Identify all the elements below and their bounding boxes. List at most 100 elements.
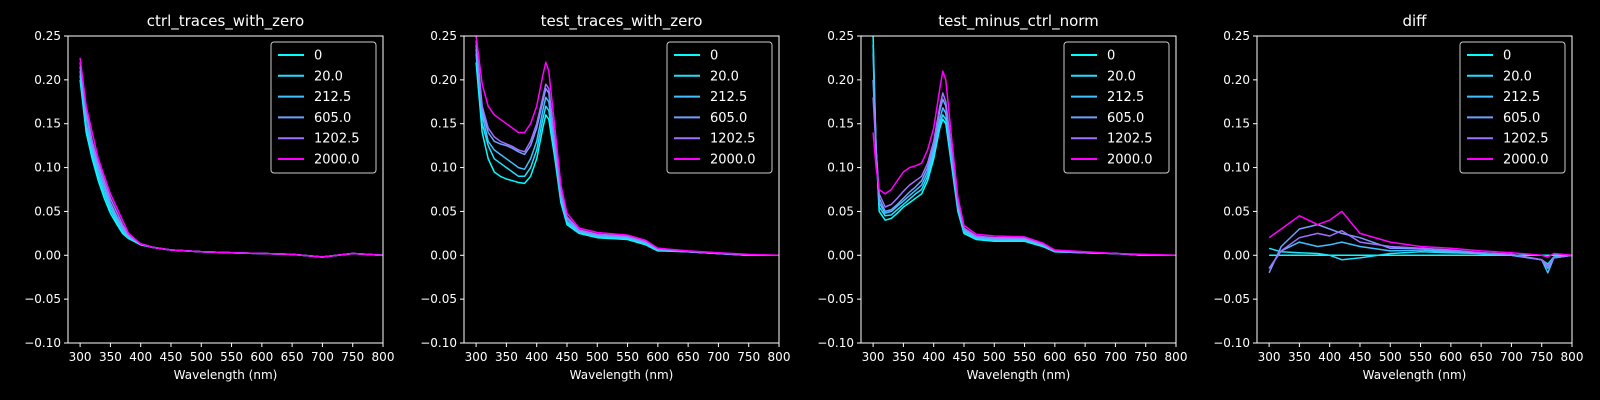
axes-frame: [1256, 35, 1573, 344]
legend: 0 20.0 212.5 605.0 1202.5 2000.0: [666, 41, 773, 174]
x-tick-label: 750: [1530, 350, 1553, 364]
chart-panel-1: test_traces_with_zero 300 350 400 450 500 550 6…: [420, 12, 790, 382]
legend-label-5: 2000.0: [314, 153, 360, 168]
x-tick-label: 700: [1104, 350, 1127, 364]
y-tick-label: 0.00: [1223, 248, 1250, 262]
series-line-5: [872, 70, 1176, 257]
y-tick-label: −0.05: [1213, 292, 1250, 306]
chart-title: diff: [1402, 12, 1427, 30]
chart-title: test_traces_with_zero: [541, 12, 703, 31]
chart-panel-0: ctrl_traces_with_zero 300 350 400 450 500 550 6…: [24, 12, 394, 382]
chart-title: test_minus_ctrl_norm: [938, 12, 1099, 31]
y-tick-label: 0.05: [1223, 204, 1250, 218]
x-tick-label: 650: [1470, 350, 1493, 364]
x-axis-label: Wavelength (nm): [174, 368, 278, 382]
x-tick-label: 450: [1349, 350, 1372, 364]
x-tick-label: 500: [983, 350, 1006, 364]
x-tick-label: 550: [1409, 350, 1432, 364]
y-tick-label: 0.00: [34, 248, 61, 262]
x-tick-label: 450: [160, 350, 183, 364]
legend-label-0: 0: [1107, 49, 1115, 64]
x-tick-label: 550: [1013, 350, 1036, 364]
y-tick-label: −0.05: [24, 292, 61, 306]
x-tick-label: 800: [1165, 350, 1188, 364]
legend-label-4: 1202.5: [314, 132, 360, 147]
legend-label-4: 1202.5: [1107, 132, 1153, 147]
x-tick-label: 350: [495, 350, 518, 364]
series-line-5: [1268, 210, 1572, 258]
x-tick-label: 650: [1074, 350, 1097, 364]
x-tick-label: 600: [250, 350, 273, 364]
y-tick-label: 0.15: [1223, 117, 1250, 131]
y-tick-label: 0.25: [430, 29, 457, 43]
chart-title: ctrl_traces_with_zero: [147, 12, 304, 31]
y-tick-label: 0.25: [34, 29, 61, 43]
x-tick-label: 500: [190, 350, 213, 364]
y-tick-label: −0.10: [420, 336, 457, 350]
x-tick-label: 350: [99, 350, 122, 364]
x-tick-label: 550: [220, 350, 243, 364]
x-axis-label: Wavelength (nm): [570, 368, 674, 382]
series-lines: [79, 57, 383, 258]
x-tick-label: 750: [341, 350, 364, 364]
chart-panel-2: test_minus_ctrl_norm 300 350 400 450 500 550 60…: [817, 12, 1187, 382]
legend-label-3: 605.0: [314, 111, 351, 126]
y-tick-label: 0.20: [430, 73, 457, 87]
x-axis-label: Wavelength (nm): [967, 368, 1071, 382]
y-tick-label: 0.00: [430, 248, 457, 262]
x-tick-label: 500: [1379, 350, 1402, 364]
y-tick-label: −0.05: [420, 292, 457, 306]
x-tick-label: 750: [1134, 350, 1157, 364]
legend-box: [1063, 41, 1170, 174]
series-line-0: [475, 62, 779, 257]
axes-frame: [860, 35, 1177, 344]
legend-label-1: 20.0: [710, 69, 739, 84]
legend-label-3: 605.0: [1503, 111, 1540, 126]
legend-label-5: 2000.0: [1107, 153, 1153, 168]
x-tick-label: 700: [311, 350, 334, 364]
legend-box: [270, 41, 377, 174]
y-tick-label: 0.15: [430, 117, 457, 131]
legend: 0 20.0 212.5 605.0 1202.5 2000.0: [1459, 41, 1566, 174]
x-tick-label: 800: [768, 350, 791, 364]
legend-label-5: 2000.0: [1503, 153, 1549, 168]
x-tick-label: 550: [616, 350, 639, 364]
legend-label-0: 0: [314, 49, 322, 64]
y-tick-label: 0.15: [827, 117, 854, 131]
legend-label-2: 212.5: [710, 90, 747, 105]
legend-label-2: 212.5: [1107, 90, 1144, 105]
legend-box: [666, 41, 773, 174]
y-tick-label: −0.10: [1213, 336, 1250, 350]
y-tick-label: 0.20: [827, 73, 854, 87]
y-tick-label: 0.20: [1223, 73, 1250, 87]
y-tick-label: 0.25: [827, 29, 854, 43]
series-line-5: [475, 36, 779, 257]
legend-label-1: 20.0: [1107, 69, 1136, 84]
x-tick-label: 300: [1258, 350, 1281, 364]
y-tick-label: 0.10: [1223, 161, 1250, 175]
x-tick-label: 400: [525, 350, 548, 364]
legend: 0 20.0 212.5 605.0 1202.5 2000.0: [1063, 41, 1170, 174]
y-tick-label: 0.05: [827, 204, 854, 218]
x-tick-label: 600: [1439, 350, 1462, 364]
x-tick-label: 600: [646, 350, 669, 364]
x-tick-label: 500: [586, 350, 609, 364]
x-tick-label: 400: [129, 350, 152, 364]
legend-label-1: 20.0: [1503, 69, 1532, 84]
legend-label-2: 212.5: [314, 90, 351, 105]
x-tick-label: 650: [281, 350, 304, 364]
x-tick-label: 800: [372, 350, 395, 364]
series-line-1: [872, 44, 1176, 257]
legend-label-2: 212.5: [1503, 90, 1540, 105]
y-tick-label: 0.10: [34, 161, 61, 175]
axes-frame: [463, 35, 780, 344]
series-lines: [872, 36, 1176, 257]
series-line-3: [1268, 223, 1572, 274]
legend-label-1: 20.0: [314, 69, 343, 84]
series-lines: [475, 36, 779, 257]
x-tick-label: 300: [465, 350, 488, 364]
x-tick-label: 650: [677, 350, 700, 364]
y-tick-label: −0.05: [817, 292, 854, 306]
x-tick-label: 350: [892, 350, 915, 364]
